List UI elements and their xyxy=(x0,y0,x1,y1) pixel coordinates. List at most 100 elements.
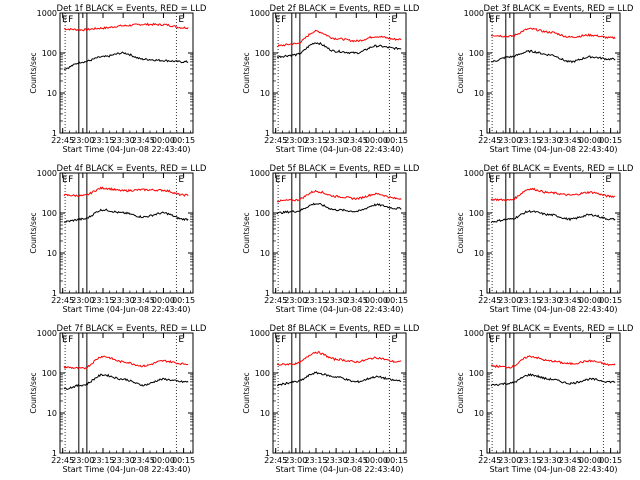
y-tick-label: 1 xyxy=(52,289,57,298)
y-axis-label: Counts/sec xyxy=(456,212,465,253)
plot-frame xyxy=(486,172,621,294)
marker-label: E xyxy=(489,175,495,185)
x-tick-label: 23:30 xyxy=(112,136,135,145)
x-tick-label: 00:00 xyxy=(365,136,388,145)
x-axis-label: Start Time (04-Jun-08 22:43:40) xyxy=(276,145,404,154)
x-tick-label: 23:15 xyxy=(91,456,114,465)
series-line-lld xyxy=(63,22,189,32)
series-line-lld xyxy=(276,29,402,48)
x-tick-label: 00:00 xyxy=(579,456,602,465)
series-line-lld xyxy=(63,186,189,198)
x-tick-label: 00:15 xyxy=(172,456,195,465)
x-axis-label: Start Time (04-Jun-08 22:43:40) xyxy=(63,305,191,314)
x-tick-label: 23:00 xyxy=(498,136,521,145)
x-axis-label: Start Time (04-Jun-08 22:43:40) xyxy=(63,145,191,154)
y-tick-label: 1 xyxy=(52,449,57,458)
y-tick-label: 1 xyxy=(265,129,270,138)
x-tick-label: 23:30 xyxy=(112,296,135,305)
series-line-lld xyxy=(63,355,189,370)
series-line-events xyxy=(490,209,616,224)
x-tick-label: 22:45 xyxy=(264,456,287,465)
x-tick-label: 00:15 xyxy=(172,136,195,145)
marker-label: E xyxy=(605,335,611,345)
x-tick-label: 00:15 xyxy=(385,296,408,305)
marker-label: E xyxy=(391,335,397,345)
y-axis-label: Counts/sec xyxy=(456,52,465,93)
y-tick-label: 1000 xyxy=(37,169,57,178)
x-tick-label: 23:45 xyxy=(132,136,155,145)
series-line-lld xyxy=(490,187,616,202)
marker-label: F xyxy=(281,335,286,345)
plot-frame xyxy=(272,332,407,454)
y-tick-label: 10 xyxy=(260,409,270,418)
x-tick-label: 00:15 xyxy=(599,296,622,305)
x-tick-label: 00:15 xyxy=(599,136,622,145)
x-tick-label: 23:45 xyxy=(345,136,368,145)
y-tick-label: 1000 xyxy=(250,329,270,338)
x-tick-label: 00:00 xyxy=(579,136,602,145)
panel-det-3: Det 3f BLACK = Events, RED = LLD 1 10 100 10… xyxy=(456,4,634,154)
x-tick-label: 23:15 xyxy=(304,296,327,305)
series-line-events xyxy=(63,208,189,223)
y-tick-label: 100 xyxy=(469,369,484,378)
series-line-events xyxy=(63,51,189,71)
panel-title: Det 1f BLACK = Events, RED = LLD xyxy=(57,4,207,14)
x-tick-label: 23:00 xyxy=(71,136,94,145)
x-tick-label: 00:00 xyxy=(152,456,175,465)
x-tick-label: 00:00 xyxy=(365,296,388,305)
y-tick-label: 1 xyxy=(52,129,57,138)
x-tick-label: 22:45 xyxy=(51,456,74,465)
marker-label: F xyxy=(495,15,500,25)
panel-title: Det 6f BLACK = Events, RED = LLD xyxy=(484,164,634,174)
x-tick-label: 23:15 xyxy=(91,136,114,145)
x-tick-label: 22:45 xyxy=(264,136,287,145)
y-tick-label: 1 xyxy=(265,289,270,298)
marker-label: E xyxy=(62,15,68,25)
x-axis-label: Start Time (04-Jun-08 22:43:40) xyxy=(490,465,618,474)
panel-title: Det 2f BLACK = Events, RED = LLD xyxy=(270,4,420,14)
panel-det-2: Det 2f BLACK = Events, RED = LLD 1 10 100 10… xyxy=(242,4,420,154)
marker-label: E xyxy=(489,335,495,345)
y-tick-label: 100 xyxy=(255,49,270,58)
x-tick-label: 23:30 xyxy=(325,456,348,465)
plot-frame xyxy=(486,12,621,134)
series-line-lld xyxy=(490,27,616,40)
y-tick-label: 1000 xyxy=(37,329,57,338)
x-tick-label: 23:15 xyxy=(304,136,327,145)
panel-title: Det 9f BLACK = Events, RED = LLD xyxy=(484,324,634,334)
x-axis-label: Start Time (04-Jun-08 22:43:40) xyxy=(63,465,191,474)
panel-det-6: Det 6f BLACK = Events, RED = LLD 1 10 100 10… xyxy=(456,164,634,314)
x-tick-label: 23:45 xyxy=(132,456,155,465)
y-tick-label: 1 xyxy=(479,289,484,298)
panel-title: Det 8f BLACK = Events, RED = LLD xyxy=(270,324,420,334)
marker-label: F xyxy=(68,175,73,185)
x-tick-label: 23:45 xyxy=(559,136,582,145)
marker-label: E xyxy=(178,335,184,345)
x-tick-label: 22:45 xyxy=(51,296,74,305)
x-tick-label: 23:15 xyxy=(91,296,114,305)
x-tick-label: 23:00 xyxy=(71,456,94,465)
plot-frame xyxy=(59,12,194,134)
x-tick-label: 22:45 xyxy=(478,136,501,145)
x-tick-label: 23:00 xyxy=(284,296,307,305)
panel-title: Det 3f BLACK = Events, RED = LLD xyxy=(484,4,634,14)
y-tick-label: 100 xyxy=(255,209,270,218)
x-tick-label: 00:15 xyxy=(599,456,622,465)
series-line-events xyxy=(276,202,402,215)
x-tick-label: 00:00 xyxy=(152,296,175,305)
marker-label: F xyxy=(68,15,73,25)
marker-label: E xyxy=(62,175,68,185)
x-tick-label: 23:00 xyxy=(498,296,521,305)
x-tick-label: 23:30 xyxy=(539,136,562,145)
plot-frame xyxy=(272,12,407,134)
panel-det-1: Det 1f BLACK = Events, RED = LLD 1 10 100 10… xyxy=(29,4,207,154)
series-line-events xyxy=(276,41,402,59)
x-tick-label: 23:00 xyxy=(284,456,307,465)
x-tick-label: 23:30 xyxy=(539,456,562,465)
x-axis-label: Start Time (04-Jun-08 22:43:40) xyxy=(276,465,404,474)
x-tick-label: 23:30 xyxy=(325,136,348,145)
y-tick-label: 10 xyxy=(260,249,270,258)
x-tick-label: 23:30 xyxy=(539,296,562,305)
y-tick-label: 10 xyxy=(47,249,57,258)
x-tick-label: 23:30 xyxy=(112,456,135,465)
